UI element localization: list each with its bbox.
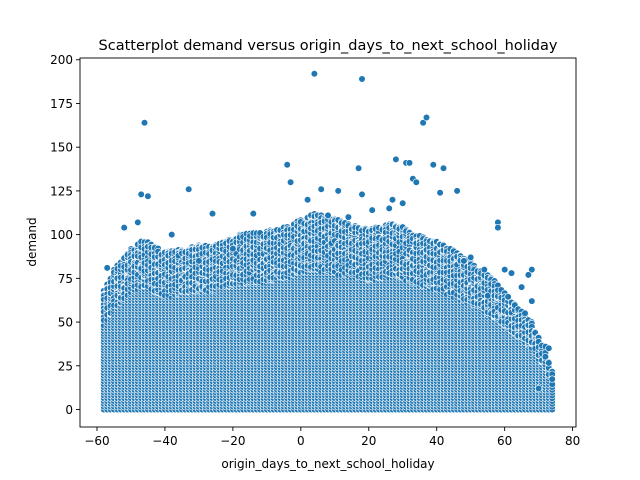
points-layer (100, 70, 556, 414)
chart-title: Scatterplot demand versus origin_days_to… (99, 38, 558, 54)
